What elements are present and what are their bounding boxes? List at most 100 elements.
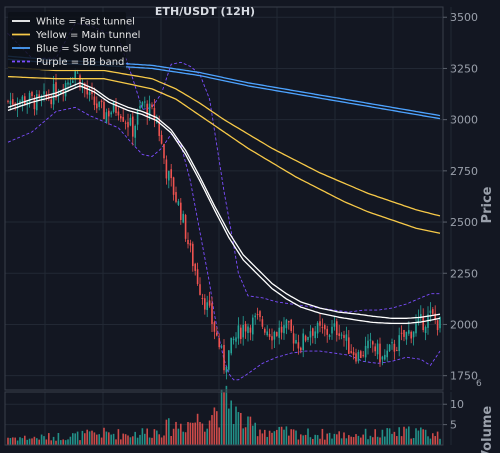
candle-body	[324, 325, 326, 330]
volume-bar	[84, 433, 86, 445]
candle-body	[232, 338, 235, 341]
candle-body	[182, 213, 184, 223]
candle-body	[280, 326, 283, 333]
volume-bar	[189, 422, 192, 445]
volume-bar	[192, 422, 194, 445]
volume-bar	[76, 431, 79, 445]
volume-bar	[242, 428, 244, 445]
volume-bar	[96, 434, 98, 445]
volume-bar	[338, 431, 340, 445]
volume-bar	[379, 437, 381, 445]
candle-body	[177, 201, 180, 205]
volume-bar	[81, 430, 84, 445]
volume-bar	[244, 427, 247, 445]
volume-bar	[211, 415, 213, 445]
volume-bar	[48, 433, 50, 445]
volume-bar	[194, 422, 196, 445]
price-tick-label: 1750	[450, 370, 478, 383]
candle-body	[208, 300, 211, 306]
candle-body	[122, 116, 124, 122]
volume-bar	[134, 431, 136, 445]
volume-bar	[151, 437, 153, 445]
volume-bar	[72, 433, 74, 445]
volume-bar	[393, 431, 396, 445]
candle-body	[132, 116, 134, 137]
candle-body	[112, 102, 115, 112]
legend-label-main: Yellow = Main tunnel	[35, 30, 140, 41]
candle-body	[319, 321, 321, 326]
candle-body	[220, 346, 223, 348]
candle-body	[417, 317, 420, 324]
volume-pane-frame	[4, 391, 444, 446]
volume-bar	[146, 428, 148, 445]
candle-body	[170, 169, 172, 179]
volume-bar	[19, 437, 21, 445]
volume-bar	[321, 428, 324, 445]
candle-body	[432, 309, 434, 314]
volume-bar	[367, 439, 369, 445]
candle-body	[206, 302, 208, 311]
candle-body	[400, 332, 403, 334]
volume-bar	[230, 400, 232, 445]
volume-bar	[67, 439, 69, 445]
volume-bar	[328, 432, 331, 445]
candle-body	[240, 327, 242, 340]
volume-axis-label: Volume	[480, 406, 495, 453]
volume-bar	[424, 429, 427, 445]
volume-bar	[350, 436, 352, 445]
volume-axis-exponent: 6	[476, 379, 482, 389]
candle-body	[160, 134, 163, 144]
candle-body	[124, 122, 127, 124]
volume-bar	[165, 419, 168, 445]
candle-body	[247, 326, 249, 334]
volume-bar	[57, 433, 60, 445]
candle-body	[364, 345, 367, 358]
candle-body	[242, 324, 244, 338]
volume-bar	[120, 439, 122, 445]
price-tick-label: 2750	[450, 165, 478, 178]
volume-bar	[208, 420, 211, 445]
volume-bar	[112, 433, 115, 445]
volume-bar	[28, 438, 31, 445]
volume-bar	[410, 438, 412, 445]
candle-body	[326, 328, 328, 335]
volume-bar	[168, 418, 170, 445]
candle-body	[309, 331, 312, 338]
candle-body	[345, 334, 348, 341]
volume-bar	[331, 438, 333, 445]
legend-box	[8, 12, 126, 70]
volume-bar	[69, 436, 72, 445]
volume-bar	[324, 439, 326, 445]
candle-body	[76, 72, 79, 74]
candle-body	[355, 353, 357, 362]
candle-body	[393, 343, 396, 352]
volume-bar	[105, 431, 108, 445]
candle-body	[264, 328, 266, 333]
candle-body	[398, 335, 400, 352]
candle-body	[372, 341, 374, 345]
volume-bar	[40, 434, 43, 445]
candle-body	[144, 101, 146, 103]
volume-bar	[376, 436, 379, 445]
candle-body	[110, 112, 112, 115]
volume-bar	[91, 430, 93, 445]
candle-body	[412, 331, 415, 338]
candle-body	[69, 82, 72, 86]
candle-body	[134, 125, 136, 138]
candle-body	[201, 297, 204, 299]
candle-body	[86, 86, 88, 95]
candle-body	[50, 99, 52, 105]
volume-bar	[103, 427, 105, 445]
candle-body	[338, 333, 340, 336]
candle-body	[60, 91, 62, 94]
price-tick-label: 3000	[450, 114, 478, 127]
volume-bar	[252, 425, 254, 445]
price-tick-label: 2250	[450, 267, 478, 280]
volume-bar	[297, 439, 300, 445]
candle-body	[72, 80, 74, 83]
volume-bar	[316, 435, 319, 445]
chart-title: ETH/USDT (12H)	[155, 5, 255, 18]
candle-body	[7, 100, 9, 102]
candle-body	[213, 322, 216, 332]
candle-body	[357, 351, 360, 362]
